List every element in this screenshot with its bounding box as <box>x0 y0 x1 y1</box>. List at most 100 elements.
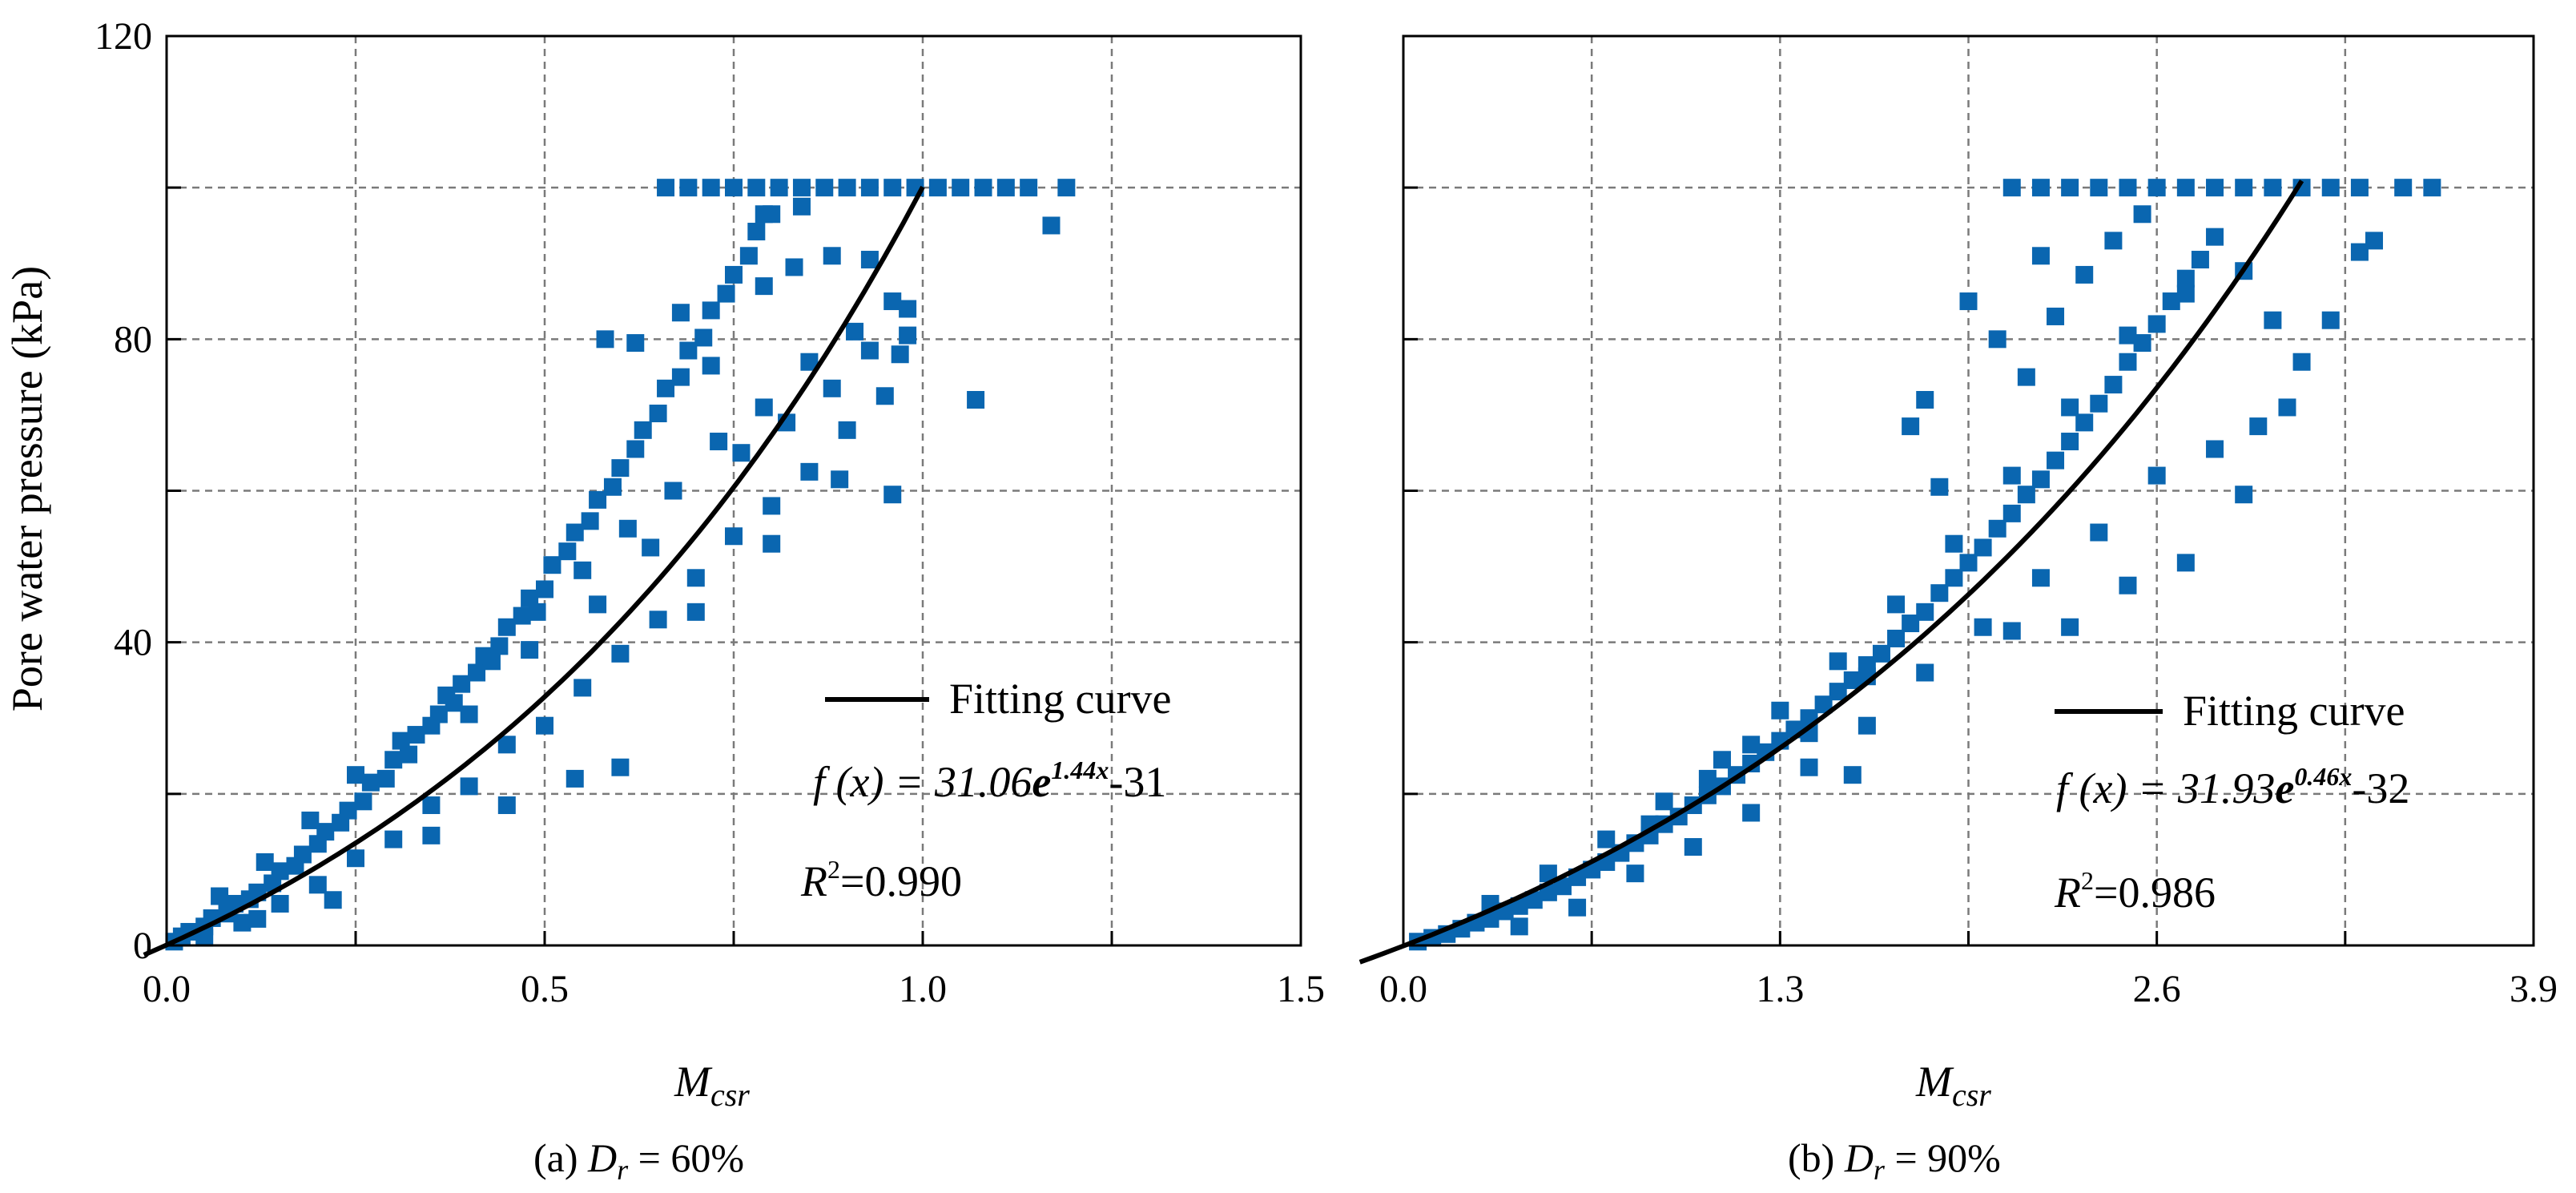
panel-a-point-29 <box>490 637 509 655</box>
panel-b-point-124 <box>1698 769 1717 788</box>
panel-a-point-16 <box>339 801 357 820</box>
panel-a-point-77 <box>301 811 320 829</box>
panel-a-point-17 <box>354 792 372 811</box>
panel-b-point-49 <box>2119 353 2137 371</box>
panel-a-point-107 <box>815 179 834 197</box>
panel-a-point-118 <box>755 205 773 224</box>
panel-b-point-63 <box>1887 595 1906 614</box>
panel-a-equation: f (x) = 31.06e1.44x-31 <box>813 756 1166 806</box>
panel-b-point-65 <box>2002 466 2021 485</box>
panel-a-point-46 <box>679 341 698 360</box>
panel-a-x-axis-label: Mcsr <box>674 1058 750 1113</box>
panel-b-point-126 <box>1843 766 1862 784</box>
panel-a-point-32 <box>521 589 539 607</box>
panel-a-point-81 <box>482 652 501 671</box>
panel-b-xtick-label-1: 1.3 <box>1756 968 1804 1010</box>
panel-a-point-54 <box>195 929 214 947</box>
panel-a-point-63 <box>536 716 553 735</box>
panel-a-point-137 <box>823 379 841 397</box>
panel-a-xtick-label-0: 0.0 <box>143 968 191 1010</box>
panel-a-point-128 <box>422 826 441 844</box>
panel-a-point-124 <box>686 603 705 621</box>
panel-b-point-33 <box>1887 629 1906 647</box>
panel-a-point-86 <box>710 433 728 451</box>
panel-a-point-131 <box>460 705 478 723</box>
panel-a-point-125 <box>611 758 630 776</box>
panel-a-point-14 <box>316 823 335 841</box>
panel-a-point-27 <box>468 663 486 682</box>
panel-a-point-43 <box>649 405 667 423</box>
panel-b-xtick-label-3: 3.9 <box>2510 968 2558 1010</box>
panel-b-x-axis-label: Mcsr <box>1915 1058 1991 1113</box>
panel-a-caption-var: D <box>587 1135 617 1180</box>
panel-b-point-88 <box>1988 330 2006 349</box>
panel-a-point-65 <box>611 644 630 663</box>
panel-a-point-37 <box>581 512 599 530</box>
panel-b-point-118 <box>2119 576 2137 594</box>
panel-b-frame <box>1402 34 2535 947</box>
panel-b-point-93 <box>2133 205 2151 224</box>
panel-b-point-87 <box>1959 292 1978 311</box>
panel-a: 0.0 0.5 1.0 1.5 0 40 80 120 Fitting curve f (x… <box>3 15 1325 1186</box>
panel-b-point-46 <box>2075 413 2094 432</box>
panel-b-caption: (b) Dr = 90% <box>1788 1135 2001 1186</box>
panel-b-point-38 <box>1959 554 1978 572</box>
panel-a-point-57 <box>308 876 327 894</box>
panel-b-point-117 <box>2176 554 2195 572</box>
panel-a-point-75 <box>211 887 229 905</box>
panel-a-point-19 <box>376 769 395 788</box>
panel-a-point-87 <box>755 398 773 417</box>
panel-a-r2-value: =0.990 <box>840 857 962 905</box>
panel-b-eq-prefix: f (x) = 31.93 <box>2056 764 2275 812</box>
panel-b-point-120 <box>2002 622 2021 640</box>
panel-b-points <box>1409 179 2441 951</box>
panel-b-point-64 <box>1945 534 1963 553</box>
panel-b-point-32 <box>1872 644 1890 663</box>
panel-b-point-60 <box>1713 751 1731 769</box>
panel-b-point-75 <box>1684 838 1702 856</box>
panel-b-eq-exp: 0.46x <box>2294 762 2352 791</box>
panel-a-point-67 <box>686 569 705 587</box>
panel-a-point-93 <box>626 334 645 353</box>
panel-a-eq-e: e <box>1032 758 1051 806</box>
panel-a-eq-prefix: f (x) = 31.06 <box>813 758 1032 806</box>
panel-b-xlabel-main: M <box>1915 1058 1954 1106</box>
panel-b-gridlines <box>1403 36 2534 945</box>
panel-b-point-36 <box>1930 584 1949 603</box>
panel-b-point-123 <box>1742 736 1761 754</box>
panel-a-point-70 <box>800 462 819 481</box>
panel-b-point-59 <box>1655 792 1673 811</box>
panel-a-point-64 <box>574 679 592 697</box>
panel-a-point-18 <box>361 773 380 792</box>
panel-b-point-116 <box>2235 486 2253 504</box>
panel-a-point-71 <box>838 421 856 439</box>
panel-a-point-44 <box>657 379 675 397</box>
panel-a-point-126 <box>566 769 584 788</box>
panel-b-point-86 <box>2278 398 2296 417</box>
panel-b-point-84 <box>2206 440 2224 458</box>
panel-a-point-34 <box>543 556 561 574</box>
panel-a-point-139 <box>899 326 917 345</box>
panel-b-r2-label: R <box>2054 869 2081 917</box>
panel-a-point-109 <box>860 179 879 197</box>
panel-b-point-80 <box>1974 618 1992 636</box>
panel-a-point-69 <box>763 497 781 515</box>
panel-b-point-62 <box>1829 652 1847 671</box>
panel-a-point-40 <box>611 459 630 478</box>
panel-a-point-89 <box>846 322 864 341</box>
panel-b-point-89 <box>2017 368 2035 386</box>
panel-a-point-33 <box>536 580 553 599</box>
panel-b-point-105 <box>2206 179 2224 197</box>
panel-b-point-79 <box>1916 663 1934 682</box>
panel-a-xlabel-main: M <box>674 1058 713 1106</box>
panel-a-point-114 <box>974 179 992 197</box>
panel-b-caption-prefix: (b) <box>1788 1135 1845 1180</box>
panel-a-r2-sup: 2 <box>827 855 840 884</box>
panel-a-point-31 <box>513 607 531 625</box>
panel-a-point-98 <box>823 247 841 265</box>
panel-a-point-122 <box>831 470 849 489</box>
panel-b-point-68 <box>2176 284 2195 303</box>
panel-b-point-104 <box>2176 179 2195 197</box>
panel-a-point-120 <box>1042 216 1061 235</box>
panel-b-point-85 <box>2249 417 2268 436</box>
